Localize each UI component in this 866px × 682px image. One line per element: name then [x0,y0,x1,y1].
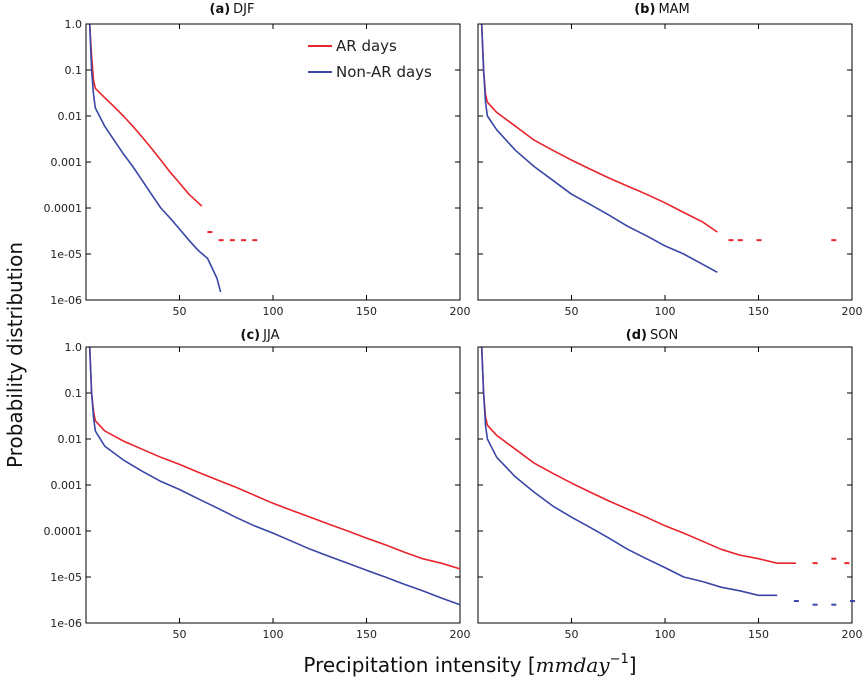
panel-a: (a) DJF 1.0 0.1 0.01 0.001 0.0001 1e-05 1e-06 50… [44,2,471,318]
panel-d-xtick-label: 50 [565,628,579,641]
panel-c-xtick-label: 150 [356,628,377,641]
panel-d-title: (d) SON [626,328,678,343]
panel-c-xtick-label: 50 [173,628,187,641]
panel-b-label: (b) [634,2,655,17]
panel-b-xtick-label: 200 [842,305,863,318]
panel-a-label: (a) [210,2,231,17]
legend: AR days Non-AR days [308,37,432,81]
x-axis-label-suffix: ] [629,653,637,677]
panel-a-ytick-label: 1e-05 [50,248,82,261]
panel-b-frame [477,23,853,301]
panel-c-xtick-label: 200 [450,628,471,641]
y-axis-label: Probability distribution [3,242,27,468]
panel-c-series-nonar [88,346,461,606]
panel-b-series-ar [480,23,718,233]
panel-d-series-nonar [480,346,778,597]
panel-a-ytick-label: 0.1 [65,64,83,77]
panel-a-ytick-label: 0.0001 [44,202,83,215]
panel-c-title: (c) JJA [241,328,280,343]
panel-d-xtick-label: 200 [842,628,863,641]
x-axis-label-prefix: Precipitation intensity [ [303,653,535,677]
panel-a-ytick-label: 0.001 [51,156,83,169]
panel-a-ytick-label: 1.0 [65,18,83,31]
panel-a-xtick-label: 200 [450,305,471,318]
panel-d-label: (d) [626,328,647,343]
panel-c-label: (c) [241,328,261,343]
panel-b-season: MAM [658,2,689,17]
x-axis-label-unit: mmday [536,653,611,677]
panel-a-xtick-label: 150 [356,305,377,318]
panel-d-xtick-label: 150 [748,628,769,641]
panel-b-xtick-label: 50 [565,305,579,318]
x-axis-label-exponent: −1 [610,652,629,667]
panel-c-ytick-label: 0.0001 [44,525,83,538]
panel-b: (b) MAM 50 100 150 200 [477,2,863,318]
panel-c-ytick-label: 0.1 [65,387,83,400]
panel-a-ytick-label: 0.01 [58,110,83,123]
panel-b-xtick-label: 150 [748,305,769,318]
panel-d-frame [477,346,853,624]
panel-c-ytick-label: 1.0 [65,341,83,354]
panel-d-season: SON [650,328,678,343]
panel-a-series-ar [88,23,203,207]
panel-d-series-ar [480,346,796,564]
panel-b-series-nonar [480,23,718,274]
panel-a-season: DJF [233,2,254,17]
panel-a-xtick-label: 50 [173,305,187,318]
panel-d-xtick-label: 100 [655,628,676,641]
panel-a-ytick-label: 1e-06 [50,294,82,307]
panel-c-frame [85,346,461,624]
panel-b-title: (b) MAM [634,2,690,17]
legend-label-ar: AR days [336,37,397,55]
panel-c: (c) JJA 1.0 0.1 0.01 0.001 0.0001 1e-05 1e-06 50… [44,328,471,641]
panel-c-ytick-label: 0.01 [58,433,83,446]
panel-c-ytick-label: 1e-05 [50,571,82,584]
x-axis-label: Precipitation intensity [mmday−1] [303,652,636,677]
panel-c-season: JJA [262,328,279,343]
panel-a-title: (a) DJF [210,2,255,17]
panel-c-ytick-label: 1e-06 [50,617,82,630]
panel-a-series-nonar [88,23,222,293]
panel-b-xtick-label: 100 [655,305,676,318]
panel-a-xtick-label: 100 [263,305,284,318]
panel-d: (d) SON 50 100 150 200 [477,328,863,641]
panel-c-series-ar [88,346,461,570]
legend-label-nonar: Non-AR days [336,63,432,81]
panel-c-ytick-label: 0.001 [51,479,83,492]
panel-c-xtick-label: 100 [263,628,284,641]
